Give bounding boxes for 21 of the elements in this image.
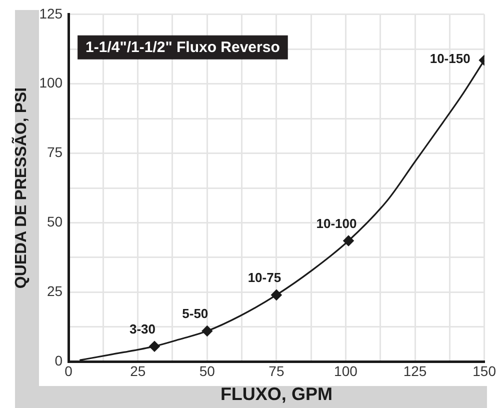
x-tick-label: 125 bbox=[403, 362, 427, 379]
y-tick-label: 125 bbox=[39, 5, 63, 22]
y-tick-label: 25 bbox=[46, 283, 63, 300]
text: 1-1/4"/1-1/2" Fluxo Reverso bbox=[86, 39, 280, 56]
y-tick-label: 50 bbox=[46, 214, 63, 230]
data-label: 10-75 bbox=[248, 270, 282, 286]
x-tick-label: 50 bbox=[199, 362, 216, 379]
x-tick-label: 0 bbox=[64, 362, 73, 379]
x-axis-title: FLUXO, GPM bbox=[220, 384, 332, 404]
x-tick-label: 150 bbox=[472, 362, 496, 379]
x-tick-label: 100 bbox=[334, 362, 358, 379]
y-tick-label: 100 bbox=[39, 74, 63, 91]
y-axis-title: QUEDA DE PRESSÃO, PSI bbox=[11, 87, 30, 289]
y-tick-label: 0 bbox=[54, 352, 63, 368]
data-label: 5-50 bbox=[182, 306, 208, 322]
data-label: 10-150 bbox=[430, 50, 470, 66]
data-label: 3-30 bbox=[129, 321, 156, 336]
y-tick-label: 75 bbox=[46, 144, 63, 160]
x-tick-label: 75 bbox=[268, 362, 284, 379]
data-label: 10-100 bbox=[316, 216, 357, 231]
x-tick-label: 25 bbox=[130, 362, 146, 379]
